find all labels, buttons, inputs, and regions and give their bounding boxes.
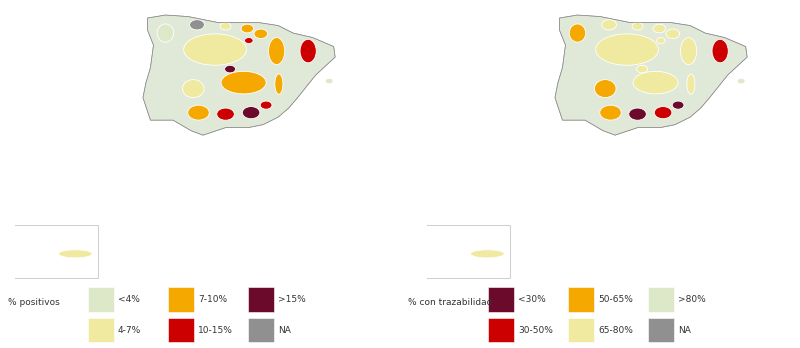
Ellipse shape xyxy=(637,65,647,73)
Ellipse shape xyxy=(681,38,697,65)
Text: >80%: >80% xyxy=(678,295,706,304)
Ellipse shape xyxy=(242,106,260,119)
Text: 30-50%: 30-50% xyxy=(518,326,553,335)
Ellipse shape xyxy=(657,38,665,44)
Polygon shape xyxy=(555,15,747,135)
Ellipse shape xyxy=(220,23,231,30)
Ellipse shape xyxy=(184,34,246,65)
Bar xyxy=(248,318,274,342)
Bar xyxy=(88,318,114,342)
Ellipse shape xyxy=(190,19,205,30)
Ellipse shape xyxy=(632,23,643,30)
Ellipse shape xyxy=(225,65,235,73)
Bar xyxy=(488,287,514,312)
Bar xyxy=(8,225,98,278)
Ellipse shape xyxy=(269,38,285,65)
Bar xyxy=(168,318,194,342)
Ellipse shape xyxy=(687,74,695,94)
Ellipse shape xyxy=(602,19,617,30)
Text: 7-10%: 7-10% xyxy=(198,295,227,304)
Ellipse shape xyxy=(600,105,622,120)
Ellipse shape xyxy=(182,80,204,98)
Ellipse shape xyxy=(666,29,680,39)
Text: NA: NA xyxy=(678,326,691,335)
Text: 10-15%: 10-15% xyxy=(198,326,233,335)
Text: 50-65%: 50-65% xyxy=(598,295,633,304)
Ellipse shape xyxy=(672,101,684,109)
Ellipse shape xyxy=(217,108,234,120)
Bar xyxy=(648,318,674,342)
Bar xyxy=(568,318,594,342)
Text: <4%: <4% xyxy=(118,295,140,304)
Bar xyxy=(648,287,674,312)
Ellipse shape xyxy=(241,24,254,33)
Ellipse shape xyxy=(188,105,210,120)
Ellipse shape xyxy=(158,24,174,42)
Ellipse shape xyxy=(653,24,666,33)
Bar xyxy=(420,225,510,278)
Ellipse shape xyxy=(275,74,283,94)
Ellipse shape xyxy=(58,250,92,258)
Ellipse shape xyxy=(570,24,586,42)
Ellipse shape xyxy=(260,101,272,109)
Ellipse shape xyxy=(254,29,268,39)
Ellipse shape xyxy=(654,106,672,119)
Polygon shape xyxy=(143,15,335,135)
Text: % positivos: % positivos xyxy=(8,298,60,307)
Bar xyxy=(248,287,274,312)
Ellipse shape xyxy=(470,250,504,258)
Bar xyxy=(168,287,194,312)
Ellipse shape xyxy=(629,108,646,120)
Bar xyxy=(568,287,594,312)
Text: 4-7%: 4-7% xyxy=(118,326,142,335)
Bar xyxy=(88,287,114,312)
Ellipse shape xyxy=(245,38,253,44)
Ellipse shape xyxy=(738,78,745,84)
Text: 65-80%: 65-80% xyxy=(598,326,633,335)
Ellipse shape xyxy=(594,80,616,98)
Ellipse shape xyxy=(221,71,266,94)
Text: % con trazabilidad: % con trazabilidad xyxy=(408,298,492,307)
Text: NA: NA xyxy=(278,326,291,335)
Ellipse shape xyxy=(712,39,728,63)
Ellipse shape xyxy=(326,78,333,84)
Ellipse shape xyxy=(300,39,316,63)
Text: <30%: <30% xyxy=(518,295,546,304)
Ellipse shape xyxy=(596,34,658,65)
Text: >15%: >15% xyxy=(278,295,306,304)
Bar xyxy=(488,318,514,342)
Ellipse shape xyxy=(633,71,678,94)
